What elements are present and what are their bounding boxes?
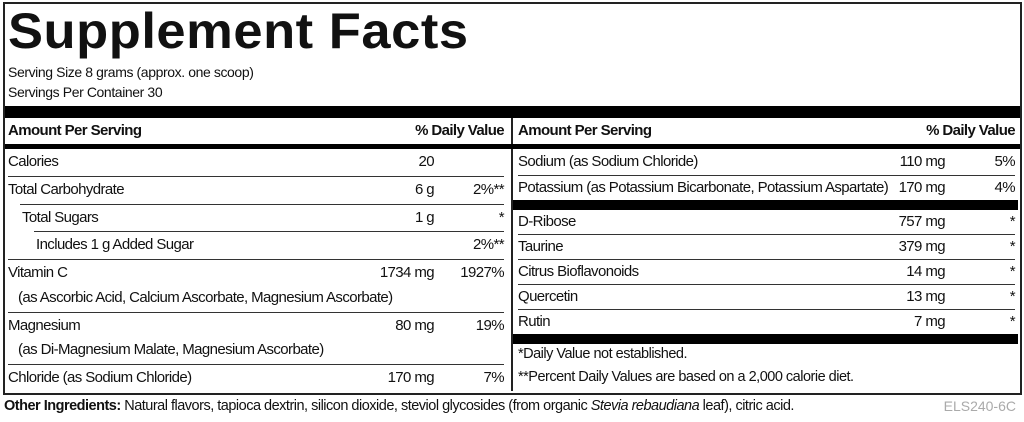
footnote-percent-dv: **Percent Daily Values are based on a 2,… bbox=[518, 369, 854, 385]
nutrient-row: Quercetin 13 mg * bbox=[518, 285, 1016, 309]
right-header: Amount Per Serving % Daily Value bbox=[518, 119, 1016, 143]
nutrient-row: Total Sugars 1 g * bbox=[8, 206, 505, 230]
nutrient-amount: 20 bbox=[418, 153, 435, 170]
other-ingredients-text: Natural flavors, tapioca dextrin, silico… bbox=[120, 398, 591, 414]
nutrient-name: Potassium (as Potassium Bicarbonate, Pot… bbox=[518, 179, 889, 196]
nutrient-amount: 13 mg bbox=[906, 288, 945, 305]
nutrient-row: D-Ribose 757 mg * bbox=[518, 210, 1016, 234]
nutrient-source: (as Ascorbic Acid, Calcium Ascorbate, Ma… bbox=[8, 286, 504, 310]
left-header: Amount Per Serving % Daily Value bbox=[8, 119, 505, 143]
other-ingredients: Other Ingredients: Natural flavors, tapi… bbox=[4, 398, 794, 414]
nutrient-name: Rutin bbox=[518, 313, 551, 330]
nutrient-amount: 757 mg bbox=[898, 213, 946, 230]
nutrient-dv: * bbox=[1009, 238, 1016, 255]
nutrient-dv: 2%** bbox=[473, 181, 505, 198]
nutrient-row: Citrus Bioflavonoids 14 mg * bbox=[518, 260, 1016, 284]
nutrient-row: Sodium (as Sodium Chloride) 110 mg 5% bbox=[518, 150, 1016, 174]
footnote-dv-not-established: *Daily Value not established. bbox=[518, 346, 688, 362]
nutrient-dv: * bbox=[1009, 288, 1016, 305]
nutrient-amount: 170 mg bbox=[898, 179, 946, 196]
other-ingredients-label: Other Ingredients: bbox=[4, 398, 121, 414]
header-divider bbox=[5, 144, 1020, 149]
amount-header: Amount Per Serving bbox=[8, 122, 142, 139]
nutrient-amount: 1 g bbox=[414, 209, 435, 226]
nutrient-dv: 1927% bbox=[460, 264, 504, 281]
section-divider bbox=[513, 200, 1018, 210]
nutrient-row: Rutin 7 mg * bbox=[518, 310, 1016, 334]
nutrient-name: D-Ribose bbox=[518, 213, 576, 230]
amount-header: Amount Per Serving bbox=[518, 122, 652, 139]
nutrient-dv: 5% bbox=[994, 153, 1016, 170]
nutrient-amount: 7 mg bbox=[914, 313, 946, 330]
column-divider bbox=[511, 118, 513, 391]
nutrient-name: Vitamin C bbox=[8, 264, 68, 281]
section-divider bbox=[513, 334, 1018, 344]
serving-size: Serving Size 8 grams (approx. one scoop) bbox=[8, 64, 254, 80]
nutrient-row: Calories 20 bbox=[8, 150, 504, 174]
nutrient-amount: 80 mg bbox=[395, 317, 434, 334]
nutrient-amount: 110 mg bbox=[899, 153, 946, 170]
other-ingredients-italic: Stevia rebaudiana bbox=[590, 398, 700, 414]
supplement-facts-panel bbox=[3, 2, 1022, 395]
dv-header: % Daily Value bbox=[926, 122, 1016, 139]
nutrient-name: Quercetin bbox=[518, 288, 578, 305]
nutrient-dv: * bbox=[1009, 213, 1016, 230]
nutrient-name: Chloride (as Sodium Chloride) bbox=[8, 369, 192, 386]
nutrient-amount: 1734 mg bbox=[379, 264, 435, 281]
nutrient-name: Includes 1 g Added Sugar bbox=[36, 236, 194, 253]
nutrient-dv: 4% bbox=[994, 179, 1016, 196]
nutrient-dv: * bbox=[1009, 263, 1016, 280]
nutrient-row: Includes 1 g Added Sugar 2%** bbox=[8, 233, 505, 257]
nutrient-amount: 170 mg bbox=[387, 369, 435, 386]
nutrient-source: (as Di-Magnesium Malate, Magnesium Ascor… bbox=[8, 338, 504, 362]
nutrient-row: Potassium (as Potassium Bicarbonate, Pot… bbox=[518, 176, 1016, 200]
nutrient-name: Total Sugars bbox=[22, 209, 99, 226]
nutrient-row: Chloride (as Sodium Chloride) 170 mg 7% bbox=[8, 366, 505, 390]
nutrient-name: Total Carbohydrate bbox=[8, 181, 125, 198]
nutrient-row: Taurine 379 mg * bbox=[518, 235, 1016, 259]
nutrient-name: Magnesium bbox=[8, 317, 81, 334]
nutrient-amount: 379 mg bbox=[898, 238, 946, 255]
nutrient-name: Taurine bbox=[518, 238, 564, 255]
thick-divider bbox=[5, 106, 1020, 118]
nutrient-name: Calories bbox=[8, 153, 59, 170]
nutrient-dv: 19% bbox=[475, 317, 505, 334]
product-code: ELS240-6C bbox=[943, 398, 1016, 414]
nutrient-row: Total Carbohydrate 6 g 2%** bbox=[8, 178, 505, 202]
nutrient-source-text: (as Di-Magnesium Malate, Magnesium Ascor… bbox=[18, 341, 324, 358]
other-ingredients-text-end: leaf), citric acid. bbox=[699, 398, 795, 414]
nutrient-amount: 14 mg bbox=[906, 263, 945, 280]
nutrient-dv: 2%** bbox=[473, 236, 505, 253]
nutrient-row: Magnesium 80 mg 19% bbox=[8, 314, 505, 338]
servings-per-container: Servings Per Container 30 bbox=[8, 84, 163, 100]
nutrient-dv: * bbox=[498, 209, 505, 226]
nutrient-amount: 6 g bbox=[414, 181, 435, 198]
nutrient-source-text: (as Ascorbic Acid, Calcium Ascorbate, Ma… bbox=[18, 289, 393, 306]
nutrient-row: Vitamin C 1734 mg 1927% bbox=[8, 261, 505, 285]
panel-title: Supplement Facts bbox=[8, 3, 469, 59]
nutrient-dv: * bbox=[1009, 313, 1016, 330]
nutrient-name: Sodium (as Sodium Chloride) bbox=[518, 153, 698, 170]
nutrient-name: Citrus Bioflavonoids bbox=[518, 263, 639, 280]
dv-header: % Daily Value bbox=[415, 122, 505, 139]
nutrient-dv: 7% bbox=[483, 369, 505, 386]
